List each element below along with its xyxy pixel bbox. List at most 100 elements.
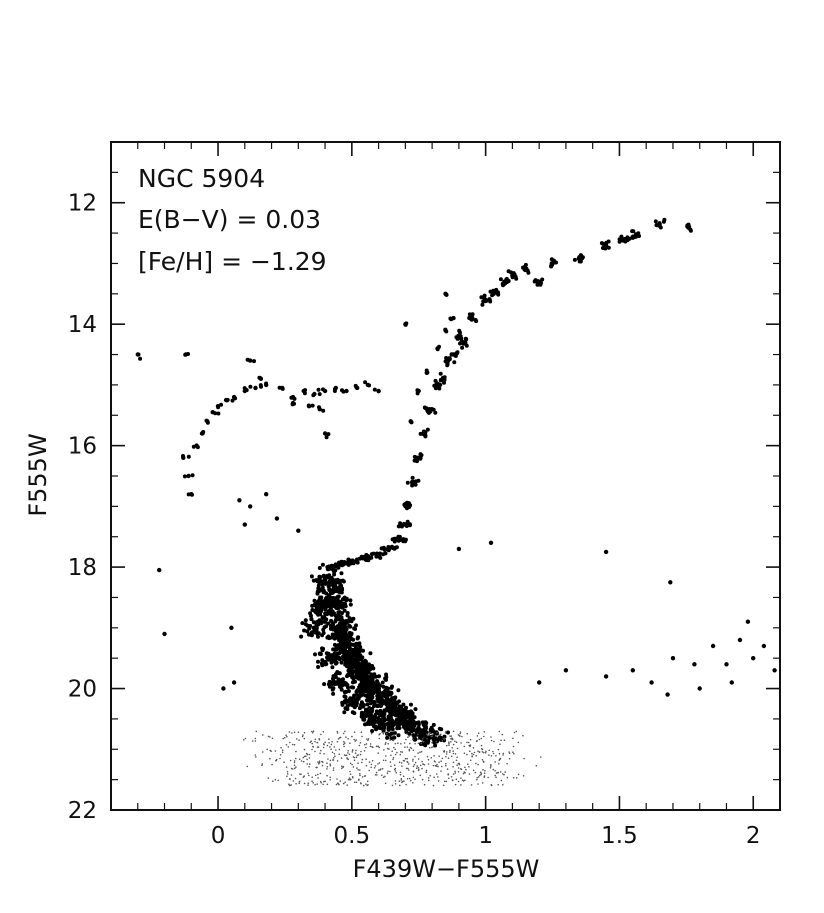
faint-data-point: [354, 740, 357, 742]
faint-data-point: [501, 733, 504, 736]
faint-data-point: [457, 762, 460, 765]
faint-data-point: [408, 748, 411, 751]
data-point: [353, 627, 358, 631]
faint-data-point: [368, 769, 371, 772]
data-point: [371, 551, 376, 556]
faint-data-point: [293, 760, 296, 762]
faint-data-point: [279, 757, 281, 760]
data-point: [326, 682, 331, 687]
faint-data-point: [314, 738, 317, 741]
data-point: [521, 265, 525, 270]
data-point: [186, 454, 191, 459]
faint-data-point: [498, 763, 500, 765]
data-point: [397, 699, 401, 704]
faint-data-point: [399, 753, 402, 756]
faint-data-point: [315, 766, 318, 769]
faint-data-point: [450, 755, 453, 758]
data-point: [264, 381, 269, 386]
faint-data-point: [302, 756, 305, 759]
faint-data-point: [417, 742, 420, 745]
data-point: [305, 629, 310, 634]
faint-data-point: [277, 779, 280, 782]
data-point: [437, 386, 442, 391]
data-point: [745, 619, 751, 624]
faint-data-point: [320, 733, 322, 736]
faint-data-point: [390, 735, 393, 738]
faint-data-point: [408, 735, 411, 737]
data-point: [230, 398, 235, 403]
faint-data-point: [402, 759, 405, 762]
faint-data-point: [286, 775, 288, 777]
data-point: [526, 270, 531, 275]
faint-data-point: [490, 765, 492, 767]
faint-data-point: [480, 737, 483, 740]
data-point: [327, 564, 332, 569]
faint-data-point: [407, 761, 409, 764]
faint-data-point: [311, 731, 314, 734]
data-point: [375, 679, 380, 684]
data-point: [327, 581, 332, 585]
data-point: [360, 679, 365, 684]
faint-data-point: [319, 780, 322, 783]
faint-data-point: [455, 741, 458, 743]
data-point: [336, 629, 341, 634]
data-point: [370, 674, 375, 679]
data-point: [392, 698, 397, 703]
faint-data-point: [378, 737, 381, 740]
faint-data-point: [279, 754, 282, 756]
data-point: [368, 651, 373, 656]
faint-data-point: [401, 765, 403, 767]
faint-data-point: [454, 783, 457, 786]
data-point: [535, 279, 540, 284]
faint-data-point: [286, 771, 289, 773]
faint-data-point: [356, 754, 359, 757]
data-point: [378, 710, 383, 715]
faint-data-point: [445, 764, 447, 767]
data-point: [329, 653, 334, 658]
data-point: [375, 703, 380, 708]
faint-data-point: [329, 763, 332, 765]
data-point: [362, 665, 367, 670]
faint-data-point: [490, 784, 493, 787]
data-point: [225, 397, 230, 402]
data-point: [309, 632, 314, 637]
faint-data-point: [357, 769, 360, 771]
data-point: [339, 571, 344, 576]
data-point: [231, 680, 237, 685]
data-point: [302, 628, 307, 633]
data-point: [345, 634, 350, 638]
faint-data-point: [405, 738, 407, 741]
faint-data-point: [367, 739, 369, 741]
data-point: [321, 408, 326, 413]
data-point: [442, 377, 447, 382]
data-point: [654, 223, 659, 228]
faint-data-point: [378, 733, 381, 736]
faint-data-point: [522, 734, 524, 737]
faint-data-point: [390, 765, 392, 768]
data-point: [323, 662, 328, 667]
data-point: [331, 587, 336, 592]
faint-data-point: [409, 742, 411, 745]
data-point: [425, 408, 430, 413]
faint-data-point: [331, 741, 333, 743]
faint-data-point: [451, 747, 454, 749]
faint-data-point: [322, 783, 324, 786]
faint-data-point: [355, 756, 358, 759]
data-point: [630, 668, 635, 673]
faint-data-point: [468, 741, 470, 744]
data-point: [385, 686, 390, 691]
faint-data-point: [452, 773, 455, 775]
data-point: [405, 480, 410, 485]
faint-data-point: [401, 780, 404, 783]
faint-data-point: [517, 773, 520, 776]
faint-data-point: [456, 756, 458, 758]
faint-data-point: [335, 749, 337, 751]
data-point: [310, 603, 315, 608]
faint-data-point: [324, 741, 326, 744]
data-point: [339, 615, 344, 620]
faint-data-point: [342, 765, 345, 768]
faint-data-point: [406, 757, 409, 760]
data-point: [280, 386, 285, 391]
data-point: [603, 549, 609, 555]
faint-data-point: [506, 762, 508, 765]
